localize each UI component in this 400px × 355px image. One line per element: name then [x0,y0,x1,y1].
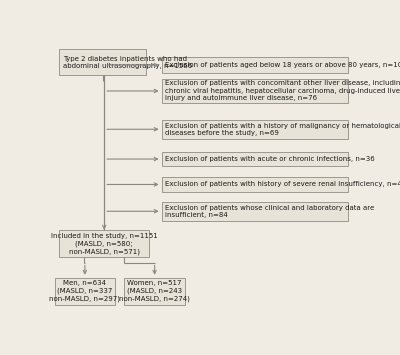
FancyBboxPatch shape [162,152,348,166]
Text: Included in the study, n=1151
(MASLD, n=580;
non-MASLD, n=571): Included in the study, n=1151 (MASLD, n=… [51,233,158,255]
FancyBboxPatch shape [59,230,149,257]
FancyBboxPatch shape [59,49,146,75]
Text: Exclusion of patients with a history of malignancy or hematological
diseases bef: Exclusion of patients with a history of … [165,122,400,136]
FancyBboxPatch shape [162,57,348,73]
FancyBboxPatch shape [162,178,348,192]
FancyBboxPatch shape [162,202,348,221]
FancyBboxPatch shape [124,278,185,305]
Text: Exclusion of patients with concomitant other liver disease, including
chronic vi: Exclusion of patients with concomitant o… [165,81,400,102]
FancyBboxPatch shape [162,120,348,139]
Text: Men, n=634
(MASLD, n=337
non-MASLD, n=297): Men, n=634 (MASLD, n=337 non-MASLD, n=29… [49,280,120,302]
Text: Exclusion of patients whose clinical and laboratory data are
insufficient, n=84: Exclusion of patients whose clinical and… [165,204,374,218]
Text: Type 2 diabetes inpatients who had
abdominal ultrasonography, n=1566: Type 2 diabetes inpatients who had abdom… [63,56,192,69]
Text: Women, n=517
(MASLD, n=243
non-MASLD, n=274): Women, n=517 (MASLD, n=243 non-MASLD, n=… [119,280,190,302]
FancyBboxPatch shape [162,79,348,103]
FancyBboxPatch shape [55,278,115,305]
Text: Exclusion of patients with history of severe renal insufficiency, n=43: Exclusion of patients with history of se… [165,181,400,187]
Text: Exclusion of patients with acute or chronic infections, n=36: Exclusion of patients with acute or chro… [165,156,375,162]
Text: Exclusion of patients aged below 18 years or above 80 years, n=107: Exclusion of patients aged below 18 year… [165,62,400,68]
